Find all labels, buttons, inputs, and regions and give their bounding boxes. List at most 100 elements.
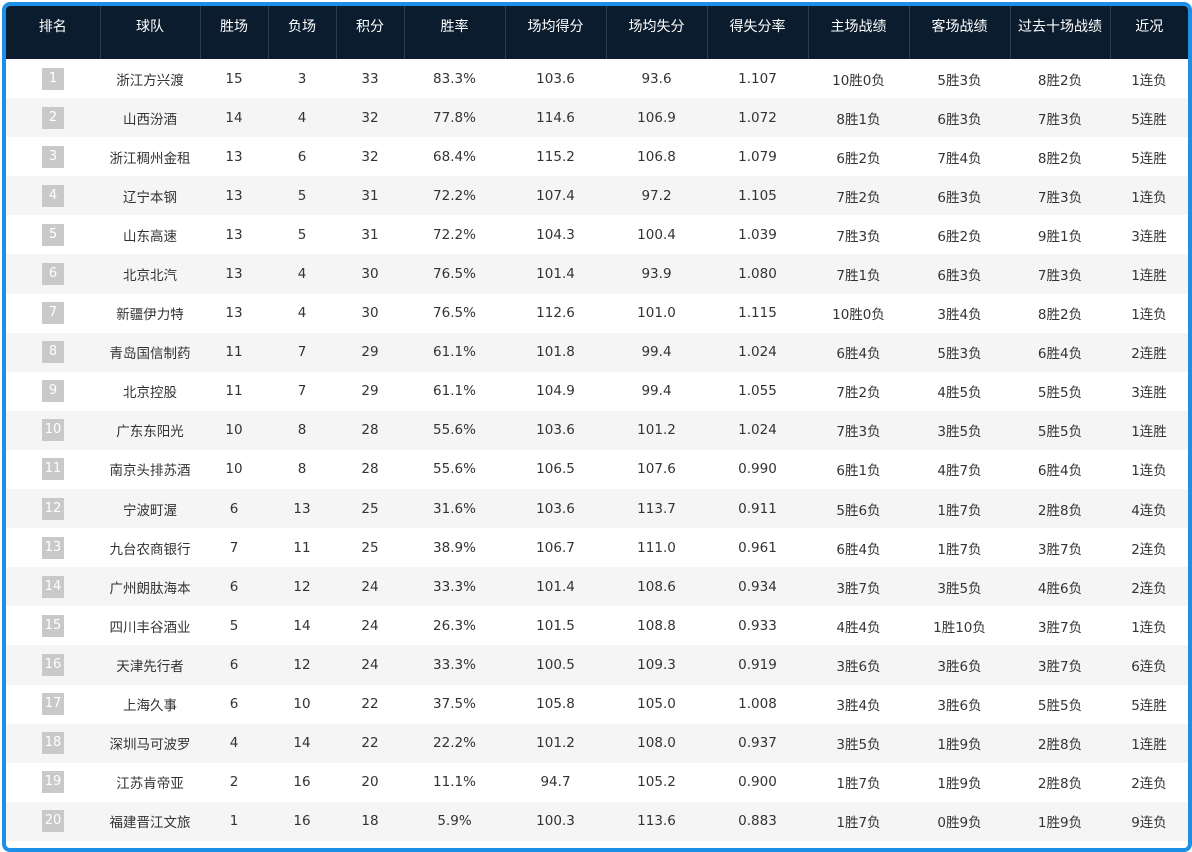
cell-home-record: 8胜1负 (836, 111, 881, 128)
table-row: 2 山西汾酒 14 4 32 77.8% 114.6 106.9 1.072 8胜1负 6胜3负 7胜… (6, 98, 1188, 138)
cell-avg-points-for: 105.8 (536, 696, 575, 713)
cell-losses: 4 (297, 266, 307, 283)
cell-home-record: 1胜7负 (836, 776, 881, 793)
cell-avg-points-against: 113.6 (637, 813, 676, 830)
cell-avg-points-for: 103.6 (536, 70, 575, 87)
cell-streak: 3连胜 (1131, 385, 1167, 402)
cell-home-record: 7胜1负 (836, 268, 881, 285)
cell-win-pct: 76.5% (433, 305, 476, 322)
cell-win-pct: 5.9% (437, 813, 472, 830)
rank-badge: 5 (42, 223, 64, 246)
column-header-wins: 胜场 (200, 6, 269, 59)
cell-rank: 5 (6, 215, 100, 254)
cell-avg-points-for: 103.6 (536, 500, 575, 517)
cell-points-ratio: 0.937 (738, 735, 777, 752)
cell-last-ten: 1胜9负 (1037, 815, 1083, 832)
cell-wins: 6 (229, 578, 239, 595)
table-row: 5 山东高速 13 5 31 72.2% 104.3 100.4 1.039 7胜3负 6胜2负 9胜… (6, 215, 1188, 255)
cell-win-pct: 22.2% (433, 735, 476, 752)
cell-wins: 13 (225, 305, 243, 322)
cell-losses: 8 (297, 461, 307, 478)
cell-rank: 18 (6, 724, 100, 763)
column-header-streak: 近况 (1135, 19, 1164, 35)
cell-away-record: 4胜5负 (937, 385, 982, 402)
cell-points-ratio: 1.024 (738, 344, 777, 361)
cell-points-ratio: 1.107 (738, 70, 777, 87)
cell-team: 山东高速 (123, 228, 177, 245)
cell-away-record: 1胜9负 (937, 737, 982, 754)
cell-avg-points-against: 97.2 (641, 187, 672, 204)
cell-avg-points-against: 106.9 (637, 109, 676, 126)
cell-home-record: 7胜2负 (836, 385, 881, 402)
rank-badge: 20 (42, 810, 64, 833)
cell-win-pct: 61.1% (433, 344, 476, 361)
cell-home-record: 7胜3负 (836, 228, 881, 245)
column-header-away-record: 客场战绩 (909, 6, 1011, 59)
cell-points-ratio: 1.072 (738, 109, 777, 126)
cell-win-pct: 33.3% (433, 578, 476, 595)
cell-wins: 14 (225, 109, 243, 126)
cell-rank: 19 (6, 763, 100, 802)
cell-avg-points-against: 106.8 (637, 148, 676, 165)
cell-team: 四川丰谷酒业 (109, 619, 191, 636)
cell-last-ten: 7胜3负 (1037, 268, 1083, 285)
cell-home-record: 1胜7负 (836, 815, 881, 832)
cell-losses: 14 (293, 735, 311, 752)
cell-points: 18 (361, 813, 379, 830)
cell-home-record: 6胜2负 (836, 150, 881, 167)
cell-points: 22 (361, 696, 379, 713)
cell-team: 宁波町渥 (123, 502, 177, 519)
table-row: 18 深圳马可波罗 4 14 22 22.2% 101.2 108.0 0.937 3胜5负 1胜9… (6, 723, 1188, 763)
column-header-points: 积分 (336, 6, 405, 59)
cell-home-record: 7胜2负 (836, 189, 881, 206)
cell-rank: 16 (6, 645, 100, 684)
header-row: 排名 球队 胜场 负场 积分 胜率 场均得分 场均失分 得失分率 主场战绩 客场战绩 过去十场战绩 近况 (6, 6, 1188, 59)
cell-win-pct: 37.5% (433, 696, 476, 713)
cell-points: 22 (361, 735, 379, 752)
cell-team: 山西汾酒 (123, 111, 177, 128)
table-row: 9 北京控股 11 7 29 61.1% 104.9 99.4 1.055 7胜2负 4胜5负 5胜5… (6, 371, 1188, 411)
cell-last-ten: 3胜7负 (1037, 658, 1083, 675)
cell-away-record: 6胜2负 (937, 228, 982, 245)
cell-last-ten: 7胜3负 (1037, 111, 1083, 128)
cell-home-record: 6胜4负 (836, 346, 881, 363)
table-row: 19 江苏肯帝亚 2 16 20 11.1% 94.7 105.2 0.900 1胜7负 1胜9负 2… (6, 762, 1188, 802)
cell-wins: 6 (229, 656, 239, 673)
cell-win-pct: 72.2% (433, 226, 476, 243)
cell-avg-points-for: 104.3 (536, 226, 575, 243)
cell-team: 青岛国信制药 (109, 346, 191, 363)
cell-rank: 14 (6, 567, 100, 606)
cell-win-pct: 77.8% (433, 109, 476, 126)
cell-rank: 15 (6, 606, 100, 645)
rank-badge: 9 (42, 380, 64, 403)
cell-points-ratio: 1.055 (738, 383, 777, 400)
cell-avg-points-against: 111.0 (637, 539, 676, 556)
cell-team: 上海久事 (123, 698, 177, 715)
cell-streak: 5连胜 (1131, 698, 1167, 715)
cell-rank: 2 (6, 98, 100, 137)
cell-avg-points-for: 115.2 (536, 148, 575, 165)
cell-rank: 1 (6, 59, 100, 98)
rank-badge: 7 (42, 302, 64, 325)
table-row: 10 广东东阳光 10 8 28 55.6% 103.6 101.2 1.024 7胜3负 3胜5负… (6, 410, 1188, 450)
cell-last-ten: 4胜6负 (1037, 580, 1083, 597)
cell-last-ten: 8胜2负 (1037, 72, 1083, 89)
cell-losses: 6 (297, 148, 307, 165)
cell-streak: 1连负 (1131, 619, 1167, 636)
cell-streak: 3连胜 (1131, 228, 1167, 245)
cell-win-pct: 68.4% (433, 148, 476, 165)
rank-badge: 11 (42, 458, 64, 481)
column-header-losses: 负场 (268, 6, 337, 59)
cell-wins: 13 (225, 226, 243, 243)
table-row: 16 天津先行者 6 12 24 33.3% 100.5 109.3 0.919 3胜6负 3胜6负… (6, 645, 1188, 685)
cell-rank: 8 (6, 333, 100, 372)
cell-losses: 8 (297, 422, 307, 439)
cell-points-ratio: 1.079 (738, 148, 777, 165)
cell-team: 福建晋江文旅 (109, 815, 191, 832)
cell-home-record: 6胜1负 (836, 463, 881, 480)
table-row: 12 宁波町渥 6 13 25 31.6% 103.6 113.7 0.911 5胜6负 1胜7负 2… (6, 489, 1188, 529)
cell-losses: 7 (297, 344, 307, 361)
cell-wins: 10 (225, 422, 243, 439)
rank-badge: 10 (42, 419, 64, 442)
cell-win-pct: 11.1% (433, 774, 476, 791)
